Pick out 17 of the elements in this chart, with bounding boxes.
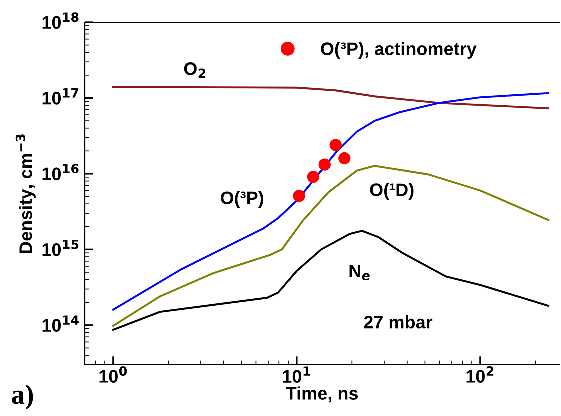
- y-tick-label: 10$^{15}$: [42, 240, 79, 256]
- y-tick-label: 10$^{14}$: [42, 316, 79, 332]
- x-tick-label: 10$^{0}$: [100, 366, 128, 383]
- x-tick-label: 10$^{1}$: [283, 366, 310, 383]
- annotation: 27 mbar: [364, 315, 433, 329]
- series-label: O(³P): [220, 191, 264, 208]
- y-axis-title: Density, cm$^{−3}$: [16, 134, 36, 254]
- y-tick-label: 10$^{17}$: [42, 88, 79, 105]
- x-tick-label: 10$^{2}$: [466, 366, 494, 383]
- series-label: O(¹D): [370, 183, 414, 200]
- y-tick-label: 10$^{16}$: [42, 164, 79, 181]
- series-label: O$_{2}$: [184, 62, 206, 78]
- text: a): [12, 384, 34, 410]
- legend-label: O(³P), actinometry: [321, 42, 477, 60]
- x-axis-title: Time, ns: [286, 386, 358, 403]
- y-tick-label: 10$^{18}$: [42, 12, 79, 30]
- series-label: N$_{e}$: [350, 264, 370, 281]
